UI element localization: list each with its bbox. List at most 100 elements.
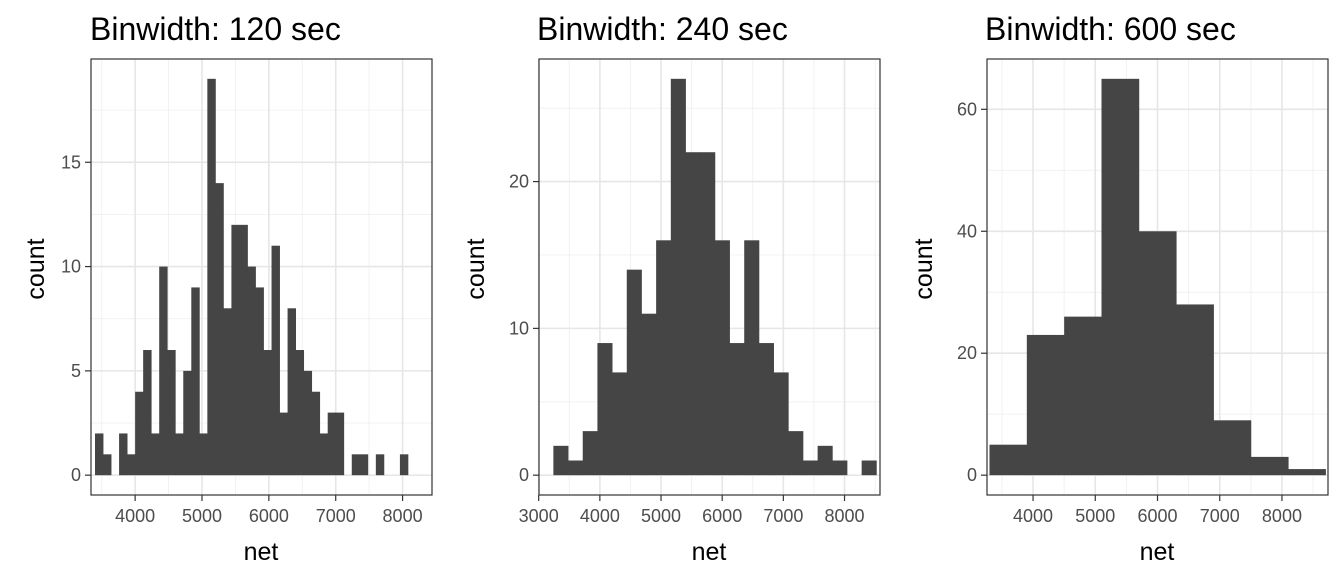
histogram-bar (287, 308, 296, 476)
histogram-bar (159, 266, 168, 476)
y-tick-label: 60 (957, 99, 977, 119)
histogram-bar (215, 183, 224, 476)
y-tick-label: 10 (509, 318, 529, 338)
histogram-bar (817, 445, 833, 476)
y-tick-label: 0 (71, 465, 81, 485)
panel-title: Binwidth: 240 sec (537, 11, 788, 47)
plot-area: 4000 5000 6000 7000 8000 0 5 10 15 (61, 58, 433, 526)
histogram-bar (656, 240, 672, 476)
x-axis-title: net (1140, 538, 1175, 566)
histogram-bar (127, 454, 136, 476)
x-tick-label: 4000 (1013, 506, 1053, 526)
histogram-bar (151, 433, 160, 476)
histogram-bar (670, 78, 686, 476)
histogram-bar (295, 350, 305, 476)
histogram-bar (641, 313, 657, 476)
x-tick-label: 8000 (1262, 506, 1302, 526)
histogram-bar (626, 269, 642, 476)
histogram-bar (199, 433, 208, 476)
histogram-bar (582, 431, 598, 476)
histogram-bar (135, 391, 144, 476)
x-tick-label: 4000 (115, 506, 155, 526)
x-axis-title: net (692, 538, 727, 566)
y-tick-label: 15 (61, 152, 81, 172)
y-tick-label: 0 (967, 465, 977, 485)
histogram-bar (335, 412, 345, 476)
y-tick-label: 40 (957, 221, 977, 241)
y-axis-title: count (462, 238, 490, 299)
histogram-bar (375, 454, 385, 476)
histogram-bar (1176, 304, 1214, 476)
plot-area: 3000 4000 5000 6000 7000 8000 0 10 20 (509, 58, 881, 526)
histogram-panel-600: Binwidth: 600 sec net count 4000 5000 6000… (910, 11, 1329, 566)
histogram-bar (1288, 469, 1326, 476)
histogram-bar (744, 240, 760, 476)
histogram-bar (311, 391, 321, 476)
panel-border (90, 58, 433, 496)
x-tick-label: 8000 (825, 506, 865, 526)
histogram-panel-120: Binwidth: 120 sec net count 4000 5000 6000… (22, 11, 433, 566)
histogram-bar (351, 454, 361, 476)
histogram-bar (319, 433, 329, 476)
histogram-bar (553, 445, 569, 476)
y-tick-label: 10 (61, 257, 81, 277)
x-tick-label: 6000 (249, 506, 289, 526)
panel-title: Binwidth: 120 sec (90, 11, 341, 47)
y-tick-label: 5 (71, 361, 81, 381)
histogram-bar (1138, 231, 1177, 476)
histogram-bar (247, 266, 256, 476)
histogram-bar (143, 350, 152, 476)
histogram-bar (183, 370, 192, 476)
histogram-bar (700, 152, 716, 476)
histogram-bar (119, 433, 128, 476)
histogram-bar (279, 412, 288, 476)
y-tick-label: 20 (957, 343, 977, 363)
histogram-bar (239, 224, 248, 476)
histogram-bar (103, 454, 112, 476)
histogram-bar (231, 224, 240, 476)
histogram-bar (1026, 334, 1065, 476)
x-tick-label: 5000 (1075, 506, 1115, 526)
histogram-bar (685, 152, 701, 476)
x-tick-label: 6000 (1137, 506, 1177, 526)
histogram-bar (327, 412, 337, 476)
histogram-bar (802, 460, 819, 476)
histogram-bar (1213, 420, 1252, 476)
histogram-bar (271, 245, 280, 476)
histogram-panel-240: Binwidth: 240 sec net count 3000 4000 5000… (462, 11, 881, 566)
y-axis-title: count (22, 238, 50, 299)
x-tick-label: 7000 (763, 506, 803, 526)
x-tick-label: 4000 (580, 506, 620, 526)
plot-area: 4000 5000 6000 7000 8000 0 20 40 60 (957, 58, 1329, 526)
x-tick-label: 7000 (1200, 506, 1240, 526)
histogram-bar (223, 308, 232, 476)
x-axis-title: net (244, 538, 279, 566)
histogram-bar (1064, 316, 1102, 476)
histogram-bar (167, 350, 176, 476)
x-tick-label: 5000 (641, 506, 681, 526)
histogram-bar (612, 372, 628, 476)
histogram-bar (832, 460, 848, 476)
x-tick-label: 3000 (519, 506, 559, 526)
histogram-bar (861, 460, 877, 476)
histogram-bar (788, 431, 804, 476)
histogram-bar (175, 433, 184, 476)
histogram-bar (714, 240, 730, 476)
histogram-bar (303, 370, 313, 476)
panel-border (538, 58, 881, 496)
y-tick-label: 0 (519, 465, 529, 485)
x-tick-label: 5000 (182, 506, 222, 526)
histogram-bar (207, 78, 216, 476)
histogram-bar (773, 372, 789, 476)
panel-title: Binwidth: 600 sec (985, 11, 1236, 47)
histogram-bar (1101, 78, 1140, 476)
histogram-bar (989, 444, 1028, 476)
y-axis-title: count (910, 238, 938, 299)
histogram-bar (263, 350, 272, 476)
histogram-bar (1250, 456, 1289, 476)
x-tick-label: 7000 (316, 506, 356, 526)
histogram-bar (255, 287, 264, 476)
histogram-bar (568, 460, 584, 476)
